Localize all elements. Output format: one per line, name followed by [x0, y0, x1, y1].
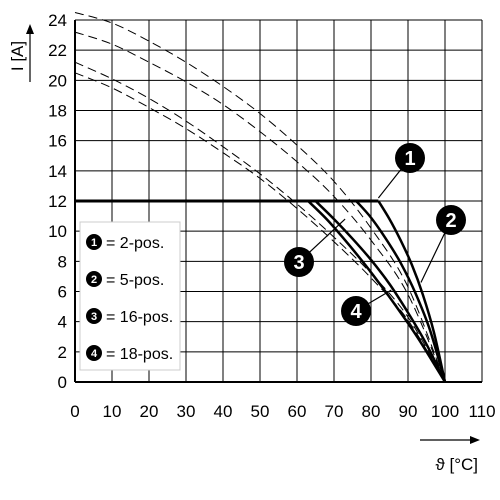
y-tick-label: 2: [58, 343, 67, 362]
legend-label: = 5-pos.: [106, 272, 164, 289]
series-2-dashed-line: [74, 31, 446, 383]
x-axis-label: ϑ [°C]: [435, 455, 478, 474]
y-axis-arrowhead: [26, 24, 34, 34]
callout-number-1: 1: [404, 148, 415, 170]
x-tick-label: 20: [140, 402, 159, 421]
legend-marker-3: [86, 308, 102, 324]
legend-marker-number: 4: [91, 348, 98, 360]
x-axis-label-group: ϑ [°C]: [420, 436, 480, 474]
callout-number-4: 4: [350, 301, 362, 323]
y-tick-label: 10: [48, 222, 67, 241]
x-tick-label: 60: [288, 402, 307, 421]
x-tick-label: 40: [214, 402, 233, 421]
tick-labels: 0 10 20 30 40 50 60 70 80 90 100 110024681012141618…: [48, 11, 495, 421]
x-tick-label: 10: [103, 402, 122, 421]
series-4-derated-line: [307, 200, 447, 383]
legend-marker-number: 1: [91, 237, 97, 249]
x-tick-label: 110: [468, 402, 495, 421]
series-1-derated-line: [377, 200, 447, 383]
x-tick-label: 100: [431, 402, 459, 421]
x-tick-label: 50: [251, 402, 270, 421]
curve-callouts: 1 2 3 4: [284, 143, 466, 326]
callout-number-3: 3: [293, 252, 304, 274]
y-tick-label: 8: [58, 252, 67, 271]
x-tick-label: 70: [325, 402, 344, 421]
callout-number-2: 2: [445, 210, 456, 232]
y-tick-label: 24: [48, 11, 67, 30]
legend-marker-number: 3: [91, 311, 97, 323]
x-tick-label: 0: [70, 402, 79, 421]
callout-bubble-3: [284, 247, 314, 277]
callout-bubble-1: [395, 143, 425, 173]
legend-label: = 16-pos.: [106, 309, 173, 326]
legend-marker-4: [86, 345, 102, 361]
chart-axes: [74, 20, 482, 383]
y-tick-label: 14: [48, 162, 67, 181]
x-tick-label: 80: [362, 402, 381, 421]
legend-marker-number: 2: [91, 274, 97, 286]
y-tick-label: 22: [48, 41, 67, 60]
legend-label: = 18-pos.: [106, 346, 173, 363]
y-tick-label: 4: [58, 313, 67, 332]
y-tick-label: 6: [58, 283, 67, 302]
series-1-dashed-line: [74, 12, 446, 383]
chart-curves: [74, 12, 447, 383]
y-tick-label: 20: [48, 71, 67, 90]
legend-marker-1: [86, 234, 102, 250]
series-3-derated-line: [314, 200, 447, 383]
y-tick-label: 18: [48, 102, 67, 121]
legend-marker-2: [86, 271, 102, 287]
y-axis-label-group: I [A]: [8, 24, 34, 82]
x-tick-label: 30: [177, 402, 196, 421]
callout-bubble-2: [436, 205, 466, 235]
x-tick-label: 90: [399, 402, 418, 421]
series-2-derated-line: [355, 200, 447, 383]
y-tick-label: 12: [48, 192, 67, 211]
y-tick-label: 0: [58, 373, 67, 392]
x-axis-arrowhead: [470, 436, 480, 444]
legend: 1 = 2-pos. 2 = 5-pos. 3 = 16-pos. 4 = 18-pos.: [79, 221, 181, 371]
legend-label: = 2-pos.: [106, 235, 164, 252]
series-3-dashed-line: [74, 61, 446, 383]
y-tick-label: 16: [48, 132, 67, 151]
callout-bubble-4: [341, 296, 371, 326]
y-axis-label: I [A]: [8, 41, 27, 71]
